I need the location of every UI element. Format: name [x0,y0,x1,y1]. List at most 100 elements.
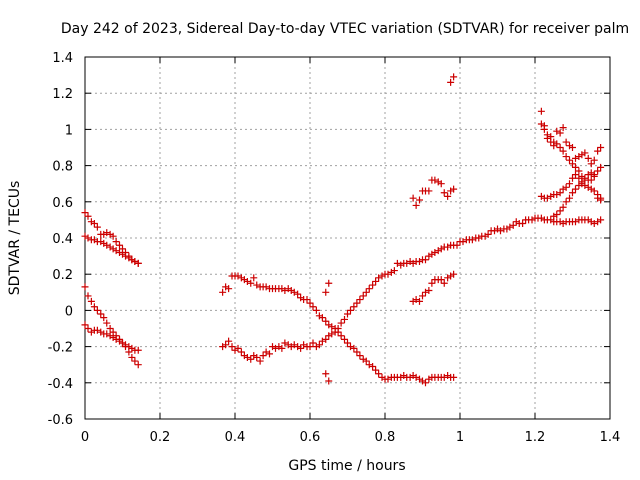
data-point [344,310,351,318]
x-tick-label: 0.6 [300,430,321,445]
data-point [569,189,576,197]
data-point [344,339,351,347]
x-axis-ticks: 0 0.2 0.4 0.6 0.8 1 1.2 1.4 [81,57,620,445]
data-point [331,328,339,336]
data-point [578,180,586,188]
data-point [537,107,545,115]
data-point [228,343,236,351]
x-tick-label: 1.2 [525,430,546,445]
data-point [353,348,361,356]
data-point [572,171,579,179]
data-point [134,346,142,354]
data-point [450,185,458,193]
data-point [81,209,89,217]
data-point [425,187,433,195]
data-point [575,167,583,175]
data-point [372,277,380,285]
data-point [597,196,605,204]
data-point [222,341,230,349]
data-point [322,288,330,296]
data-point [131,357,139,365]
data-point [84,292,92,300]
data-point [322,317,330,325]
series-group-c-lower [537,169,605,220]
data-point [341,335,348,343]
data-point [369,281,377,289]
data-point [259,352,267,360]
data-point [587,160,595,168]
x-tick-label: 1 [456,430,464,445]
data-point [594,147,602,155]
data-point [103,319,111,327]
data-point [90,303,98,311]
data-point [572,163,579,171]
data-point [597,216,605,224]
data-point [484,230,492,238]
data-point [581,149,589,157]
data-point [569,144,576,151]
data-point [362,288,370,296]
data-point [322,335,330,343]
data-point [519,220,527,228]
data-point [422,379,429,387]
data-point [553,127,561,135]
data-point [334,325,342,332]
data-point [109,232,117,240]
data-point [359,292,367,300]
grid [85,57,610,419]
data-point [584,154,592,162]
series-group-b-rise [409,270,458,305]
data-point [590,156,598,164]
data-point [559,147,567,155]
data-point [315,341,323,349]
y-tick-label: -0.6 [48,413,73,428]
series-group-b-extra [322,73,458,385]
data-point [247,355,255,363]
data-point [553,210,561,218]
y-tick-label: 0.2 [52,268,73,283]
data-point [590,171,598,179]
data-point [112,238,120,246]
data-point [325,377,333,385]
data-point [253,281,261,289]
data-point [453,241,461,249]
data-point [234,344,242,352]
data-point [556,144,564,151]
y-tick-label: 0.4 [52,232,73,247]
y-tick-label: 0.8 [52,160,73,175]
data-point [297,344,305,352]
data-point [559,203,567,211]
data-point [250,274,258,282]
data-point [419,292,426,300]
x-tick-label: 0.8 [375,430,396,445]
data-point [587,176,595,184]
data-point [416,196,423,204]
series-group-a-upper [81,209,142,267]
data-point [309,339,317,347]
data-point [369,363,377,371]
data-point [450,73,458,81]
data-point [347,306,354,314]
data-point [84,325,92,332]
data-point [266,350,273,358]
data-point [350,303,358,311]
data-point [278,344,286,352]
data-point [225,337,233,345]
data-point [450,270,458,278]
series-group-b-lower [219,214,605,365]
data-point [100,314,108,322]
data-point [547,138,555,146]
chart-title: Day 242 of 2023, Sidereal Day-to-day VTE… [61,21,629,37]
x-tick-label: 0 [81,430,89,445]
data-point [84,212,92,220]
data-point [256,357,264,365]
data-point [93,223,101,231]
data-point [337,319,345,327]
data-point [537,120,545,128]
x-tick-label: 0.4 [225,430,246,445]
data-point [444,192,452,200]
data-point [365,285,373,293]
data-point [306,299,314,307]
series-group-a-lower [81,283,142,369]
